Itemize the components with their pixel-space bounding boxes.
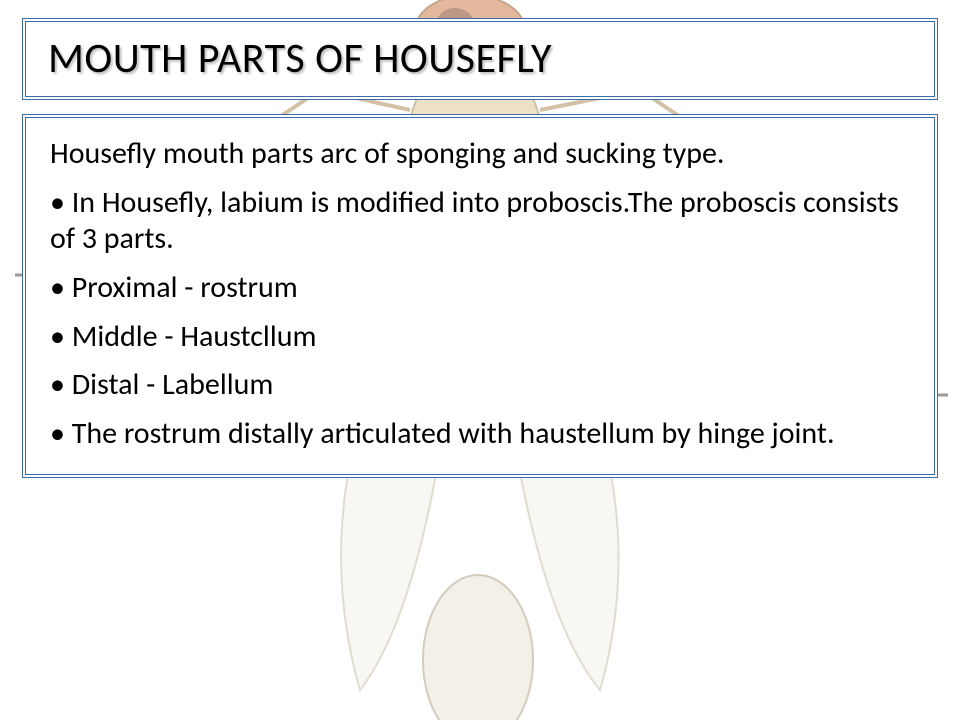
- body-box: Housefly mouth parts arc of sponging and…: [22, 114, 938, 478]
- body-line: • Middle - Haustcllum: [50, 319, 910, 356]
- body-line: • Distal - Labellum: [50, 367, 910, 404]
- slide: MOUTH PARTS OF HOUSEFLY Housefly mouth p…: [0, 0, 960, 720]
- title-box: MOUTH PARTS OF HOUSEFLY: [22, 18, 938, 100]
- body-line: • The rostrum distally articulated with …: [50, 416, 910, 453]
- body-line: • Proximal - rostrum: [50, 270, 910, 307]
- body-line: • In Housefly, labium is modified into p…: [50, 185, 910, 258]
- slide-title: MOUTH PARTS OF HOUSEFLY: [48, 36, 912, 82]
- body-line: Housefly mouth parts arc of sponging and…: [50, 136, 910, 173]
